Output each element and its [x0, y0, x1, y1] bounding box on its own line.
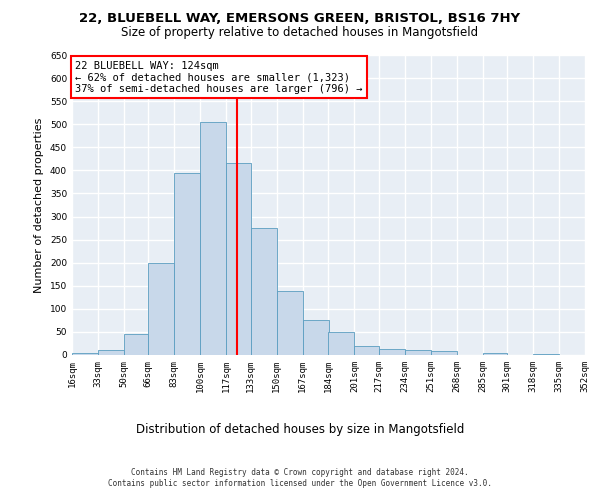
Y-axis label: Number of detached properties: Number of detached properties	[34, 118, 44, 292]
Bar	[431, 352, 457, 355]
Text: Distribution of detached houses by size in Mangotsfield: Distribution of detached houses by size …	[136, 422, 464, 436]
Bar	[483, 352, 507, 355]
Text: Contains HM Land Registry data © Crown copyright and database right 2024.
Contai: Contains HM Land Registry data © Crown c…	[108, 468, 492, 487]
Bar	[355, 346, 379, 355]
Bar	[277, 292, 302, 355]
Bar	[98, 350, 124, 355]
Bar	[533, 354, 559, 355]
Bar	[124, 334, 148, 355]
Bar	[174, 172, 200, 355]
Bar	[302, 320, 329, 355]
Bar	[329, 332, 355, 355]
Bar	[405, 350, 431, 355]
Bar	[251, 228, 277, 355]
Bar	[72, 352, 98, 355]
Bar	[200, 122, 226, 355]
Text: 22, BLUEBELL WAY, EMERSONS GREEN, BRISTOL, BS16 7HY: 22, BLUEBELL WAY, EMERSONS GREEN, BRISTO…	[79, 12, 521, 26]
Text: 22 BLUEBELL WAY: 124sqm
← 62% of detached houses are smaller (1,323)
37% of semi: 22 BLUEBELL WAY: 124sqm ← 62% of detache…	[75, 60, 362, 94]
Bar	[226, 164, 251, 355]
Bar	[379, 349, 405, 355]
Bar	[148, 262, 174, 355]
Text: Size of property relative to detached houses in Mangotsfield: Size of property relative to detached ho…	[121, 26, 479, 39]
